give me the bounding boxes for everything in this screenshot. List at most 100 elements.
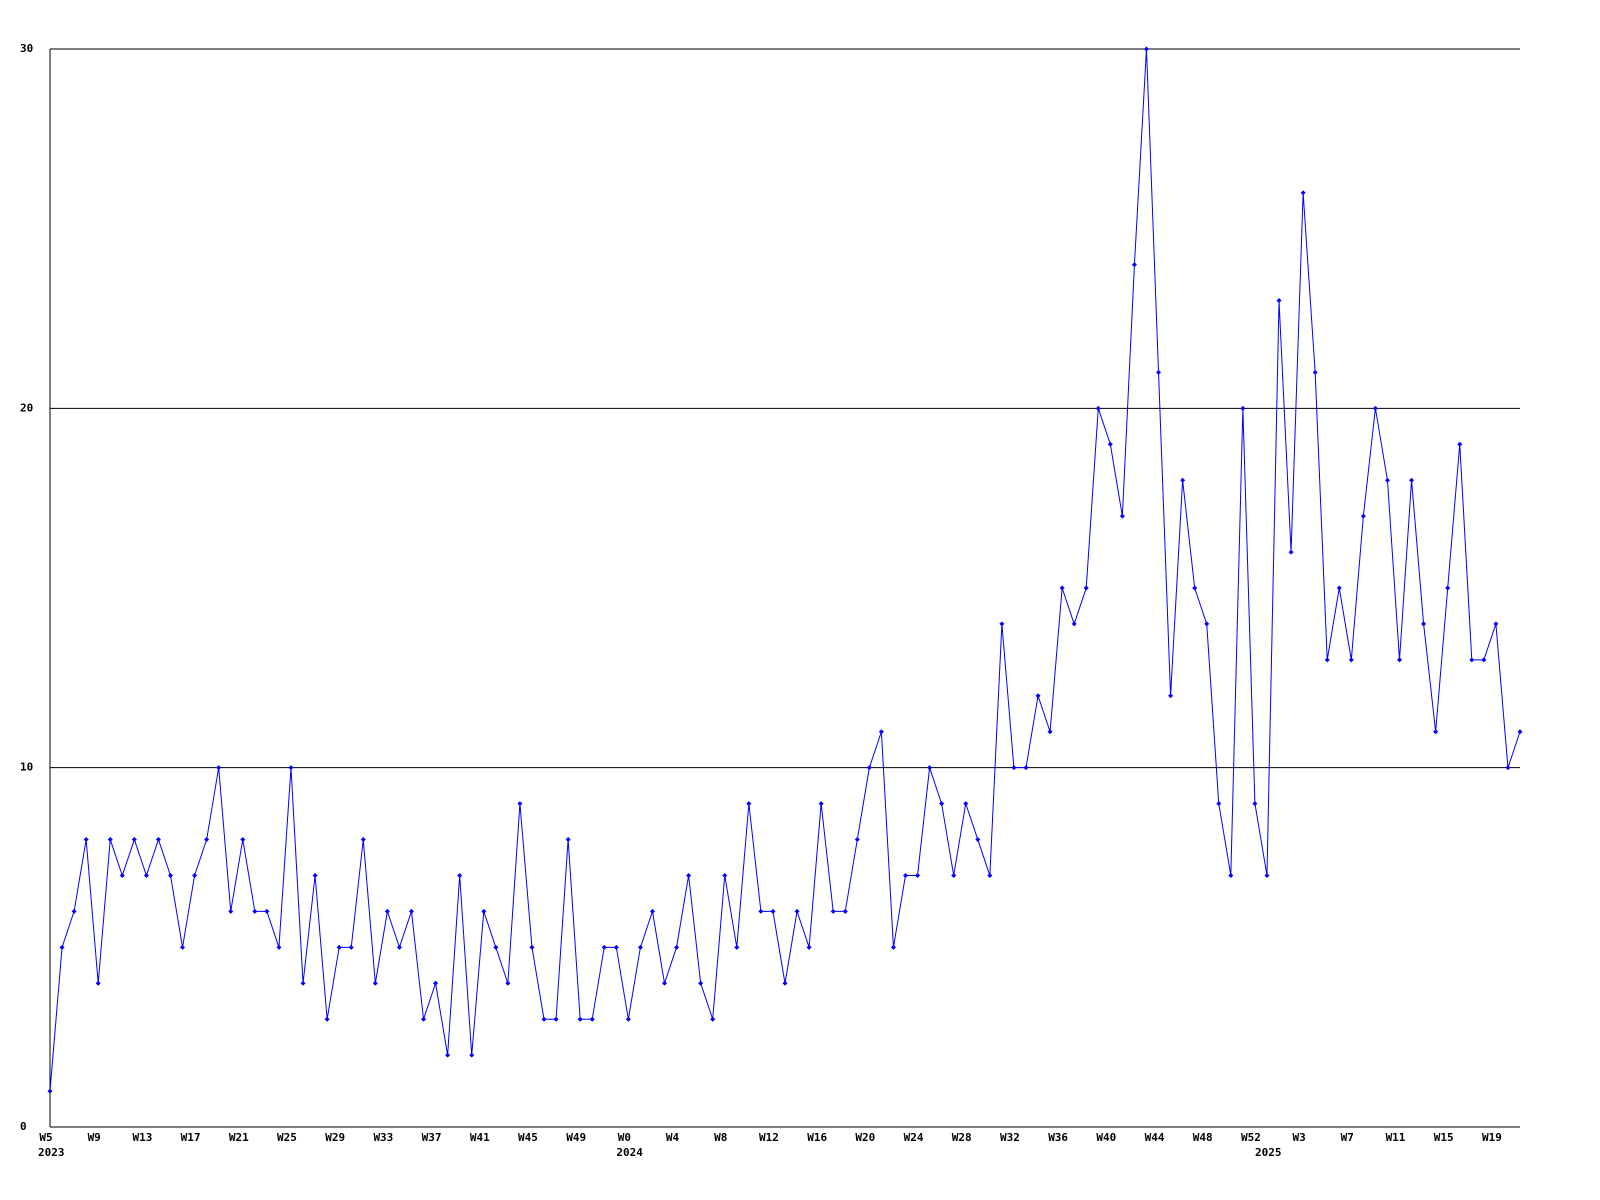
data-point bbox=[1517, 729, 1523, 735]
data-point bbox=[613, 944, 619, 950]
data-point bbox=[1312, 369, 1318, 375]
x-tick-label: W52 bbox=[1241, 1131, 1261, 1144]
x-tick-label: W3 bbox=[1292, 1131, 1305, 1144]
data-point bbox=[1505, 765, 1511, 771]
data-point bbox=[155, 837, 161, 843]
data-point bbox=[1168, 693, 1174, 699]
data-point bbox=[1011, 765, 1017, 771]
x-tick-label: W40 bbox=[1096, 1131, 1116, 1144]
x-tick-label: W33 bbox=[373, 1131, 393, 1144]
data-point bbox=[469, 1052, 475, 1058]
data-point bbox=[1384, 477, 1390, 483]
data-point bbox=[890, 944, 896, 950]
data-point bbox=[348, 944, 354, 950]
x-tick-label: W4 bbox=[666, 1131, 680, 1144]
data-point bbox=[264, 908, 270, 914]
data-point bbox=[372, 980, 378, 986]
data-point bbox=[1409, 477, 1415, 483]
data-point bbox=[167, 872, 173, 878]
data-point bbox=[734, 944, 740, 950]
data-point bbox=[131, 837, 137, 843]
x-tick-label: W7 bbox=[1341, 1131, 1354, 1144]
data-point bbox=[457, 872, 463, 878]
year-label: 2025 bbox=[1255, 1146, 1282, 1159]
x-tick-label: W9 bbox=[88, 1131, 101, 1144]
x-tick-label: W49 bbox=[566, 1131, 586, 1144]
x-tick-label: W45 bbox=[518, 1131, 538, 1144]
data-point bbox=[59, 944, 65, 950]
x-tick-label: W11 bbox=[1386, 1131, 1406, 1144]
data-point bbox=[758, 908, 764, 914]
data-point bbox=[902, 872, 908, 878]
x-tick-label: W41 bbox=[470, 1131, 490, 1144]
data-point bbox=[71, 908, 77, 914]
data-point bbox=[1336, 585, 1342, 591]
data-point bbox=[240, 837, 246, 843]
x-tick-label: W5 bbox=[39, 1131, 52, 1144]
data-point bbox=[336, 944, 342, 950]
x-tick-label: W0 bbox=[618, 1131, 631, 1144]
data-point bbox=[107, 837, 113, 843]
data-point bbox=[1324, 657, 1330, 663]
data-point bbox=[625, 1016, 631, 1022]
data-point bbox=[1228, 872, 1234, 878]
data-point bbox=[421, 1016, 427, 1022]
data-point bbox=[1131, 262, 1137, 268]
data-point bbox=[1059, 585, 1065, 591]
data-point bbox=[939, 801, 945, 807]
data-point bbox=[818, 801, 824, 807]
data-point bbox=[770, 908, 776, 914]
data-point bbox=[746, 801, 752, 807]
series-line bbox=[49, 48, 1521, 1092]
x-tick-label: W15 bbox=[1434, 1131, 1454, 1144]
x-tick-label: W13 bbox=[132, 1131, 152, 1144]
x-tick-label: W25 bbox=[277, 1131, 297, 1144]
data-point bbox=[1240, 405, 1246, 411]
data-point bbox=[1493, 621, 1499, 627]
data-point bbox=[674, 944, 680, 950]
data-point bbox=[1107, 441, 1113, 447]
data-point bbox=[878, 729, 884, 735]
data-point bbox=[698, 980, 704, 986]
data-point bbox=[1252, 801, 1258, 807]
data-point bbox=[445, 1052, 451, 1058]
data-point bbox=[854, 837, 860, 843]
data-point bbox=[830, 908, 836, 914]
x-tick-label: W21 bbox=[229, 1131, 249, 1144]
data-point bbox=[1156, 369, 1162, 375]
data-point bbox=[1276, 298, 1282, 304]
x-tick-label: W20 bbox=[855, 1131, 875, 1144]
x-tick-label: W36 bbox=[1048, 1131, 1068, 1144]
data-point bbox=[927, 765, 933, 771]
data-point bbox=[529, 944, 535, 950]
y-tick-label: 20 bbox=[20, 401, 33, 414]
data-point bbox=[1180, 477, 1186, 483]
data-point bbox=[1433, 729, 1439, 735]
data-point bbox=[1192, 585, 1198, 591]
data-point bbox=[276, 944, 282, 950]
x-tick-label: W28 bbox=[952, 1131, 972, 1144]
x-tick-label: W17 bbox=[181, 1131, 201, 1144]
x-tick-label: W19 bbox=[1482, 1131, 1502, 1144]
data-point bbox=[517, 801, 523, 807]
data-point bbox=[1047, 729, 1053, 735]
data-point bbox=[1457, 441, 1463, 447]
x-tick-label: W37 bbox=[422, 1131, 442, 1144]
data-point bbox=[553, 1016, 559, 1022]
data-point bbox=[312, 872, 318, 878]
data-point bbox=[493, 944, 499, 950]
data-point bbox=[1119, 513, 1125, 519]
data-point bbox=[1071, 621, 1077, 627]
data-point bbox=[505, 980, 511, 986]
data-point bbox=[1397, 657, 1403, 663]
year-label: 2023 bbox=[38, 1146, 65, 1159]
data-point bbox=[1143, 46, 1149, 52]
data-point bbox=[95, 980, 101, 986]
data-point bbox=[204, 837, 210, 843]
data-point bbox=[300, 980, 306, 986]
data-point bbox=[951, 872, 957, 878]
data-point bbox=[384, 908, 390, 914]
x-tick-label: W8 bbox=[714, 1131, 727, 1144]
